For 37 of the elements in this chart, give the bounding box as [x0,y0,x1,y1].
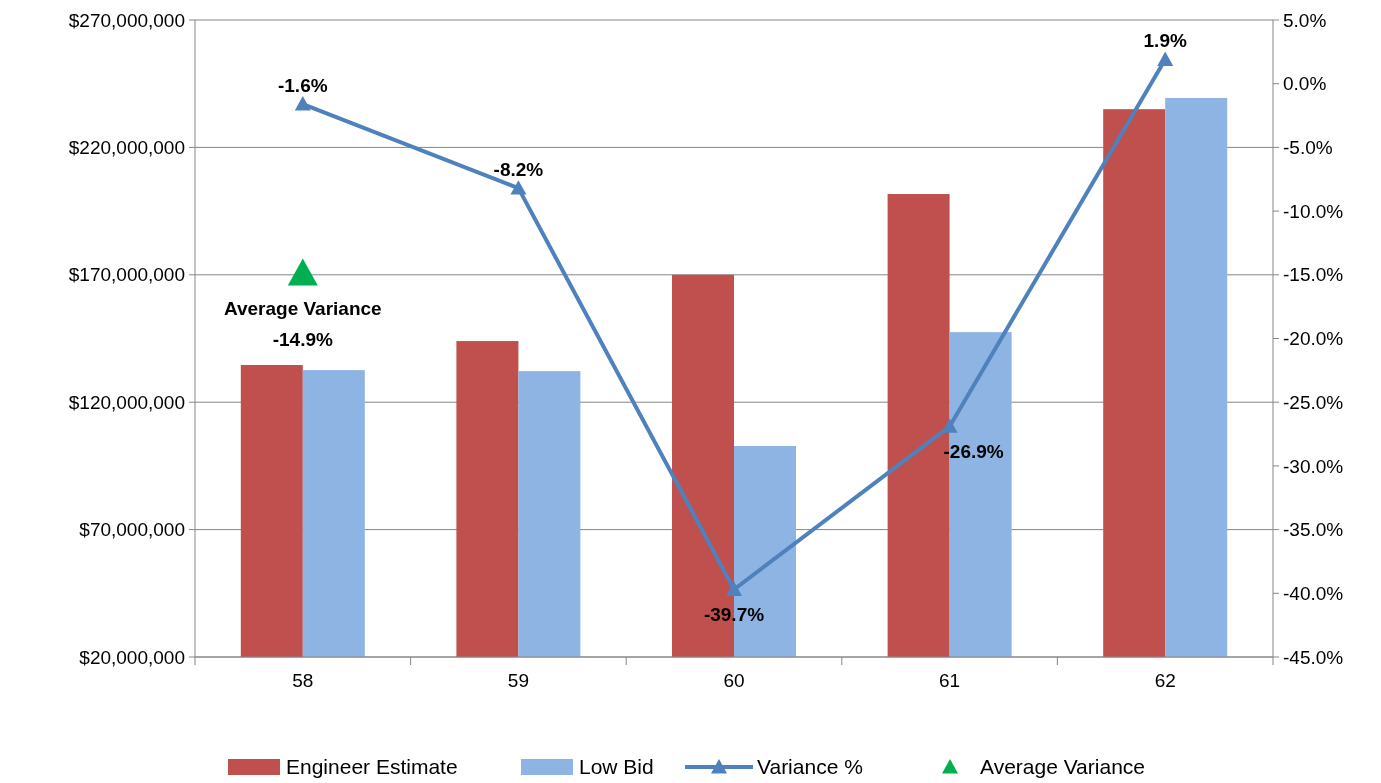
y2-tick-label: 5.0% [1283,9,1327,31]
x-tick-label: 61 [939,670,961,691]
point [726,581,742,596]
y-tick-label: $220,000,000 [68,137,185,159]
legend-label: Variance % [757,755,863,779]
y2-tick-label: -20.0% [1283,328,1344,350]
y2-tick-label: -15.0% [1283,264,1344,286]
legend-label: Average Variance [980,755,1145,779]
x-tick-label: 59 [507,670,529,691]
x-tick-label: 58 [292,670,314,691]
point [510,180,527,195]
data-label: -39.7% [703,604,765,626]
y2-tick-label: -40.0% [1283,582,1344,604]
y-tick-label: $170,000,000 [68,264,185,286]
y-tick-label: $120,000,000 [68,391,185,413]
point [287,258,318,286]
data-label: -8.2% [493,159,544,181]
y2-tick-label: 0.0% [1283,73,1327,95]
legend-label: Low Bid [579,755,654,779]
x-tick-label: 60 [723,670,745,691]
y2-tick-label: -45.0% [1283,646,1344,668]
y-tick-label: $70,000,000 [79,519,185,541]
data-label: -1.6% [277,75,328,97]
y-tick-label: $20,000,000 [79,646,185,668]
y2-tick-label: -30.0% [1283,455,1344,477]
annotation: Average Variance [223,297,382,319]
x-tick-label: 62 [1154,670,1176,691]
y2-tick-label: -10.0% [1283,200,1344,222]
point [1157,51,1174,66]
legend-label: Engineer Estimate [286,755,458,779]
y2-tick-label: -5.0% [1283,137,1333,159]
point [294,96,311,111]
y-tick-label: $270,000,000 [68,9,185,31]
y2-tick-label: -25.0% [1283,391,1344,413]
data-label: -14.9% [272,328,334,350]
data-label: 1.9% [1143,30,1187,52]
y2-tick-label: -35.0% [1283,519,1344,541]
